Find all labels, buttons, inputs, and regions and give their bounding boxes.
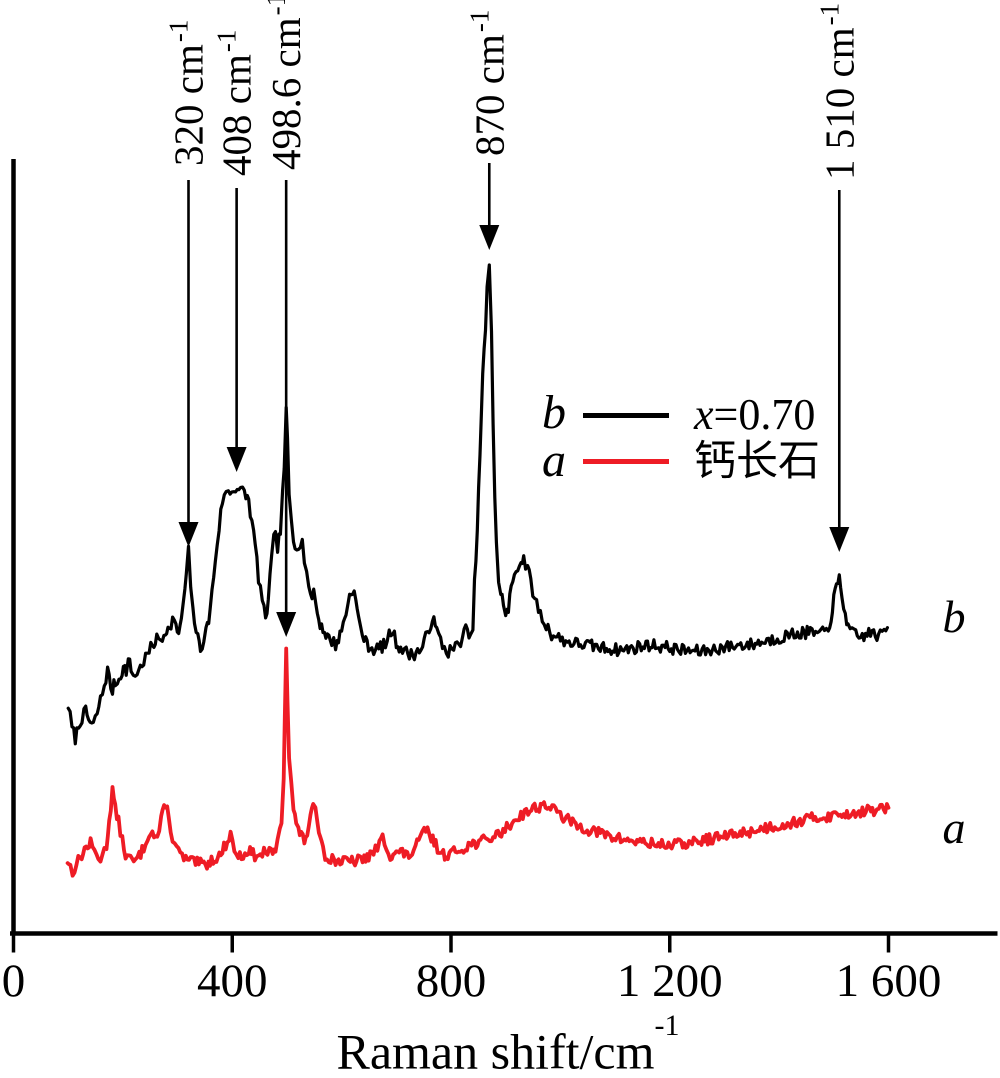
legend-key-a: a [542, 434, 566, 487]
x-tick-label-0: 0 [1, 955, 26, 1007]
legend-line-a [583, 459, 669, 464]
legend-label-a: 钙长石 [694, 438, 820, 486]
x-tick-label-1600: 1 600 [835, 955, 942, 1007]
legend-label-b-variable: x [694, 390, 714, 439]
peak-arrowhead-870 [479, 225, 500, 250]
peak-annotation-label-498.6: 498.6 cm-1 [261, 0, 309, 170]
x-tick-label-400: 400 [197, 955, 268, 1007]
curve-end-label-b: b [942, 591, 966, 642]
spectrum-curve-a [65, 646, 891, 878]
legend-label-b: x=0.70 [694, 391, 815, 439]
peak-arrowhead-320 [178, 522, 199, 547]
x-tick-label-800: 800 [415, 955, 487, 1007]
x-axis-title-text: Raman shift/cm [336, 1023, 655, 1078]
legend-line-b [583, 413, 669, 418]
spectrum-curve-b [66, 263, 889, 746]
peak-annotation-label-870: 870 cm-1 [464, 10, 512, 156]
x-axis-title-superscript: -1 [654, 1008, 680, 1042]
legend-label-a-value: 钙长石 [694, 439, 821, 485]
x-tick-label-1200: 1 200 [616, 955, 723, 1007]
legend-label-b-value: =0.70 [713, 390, 816, 439]
x-axis-title: Raman shift/cm-1 [258, 1009, 758, 1078]
legend-key-b: b [542, 386, 566, 439]
peak-arrowhead-498.6 [276, 612, 297, 637]
peak-arrowhead-1510 [829, 527, 850, 552]
peak-annotation-label-320: 320 cm-1 [164, 20, 212, 166]
peak-annotation-label-1510: 1 510 cm-1 [814, 3, 862, 180]
curve-end-label-a: a [942, 802, 966, 853]
peak-arrowhead-408 [226, 447, 247, 472]
peak-annotation-label-408: 408 cm-1 [212, 30, 260, 176]
